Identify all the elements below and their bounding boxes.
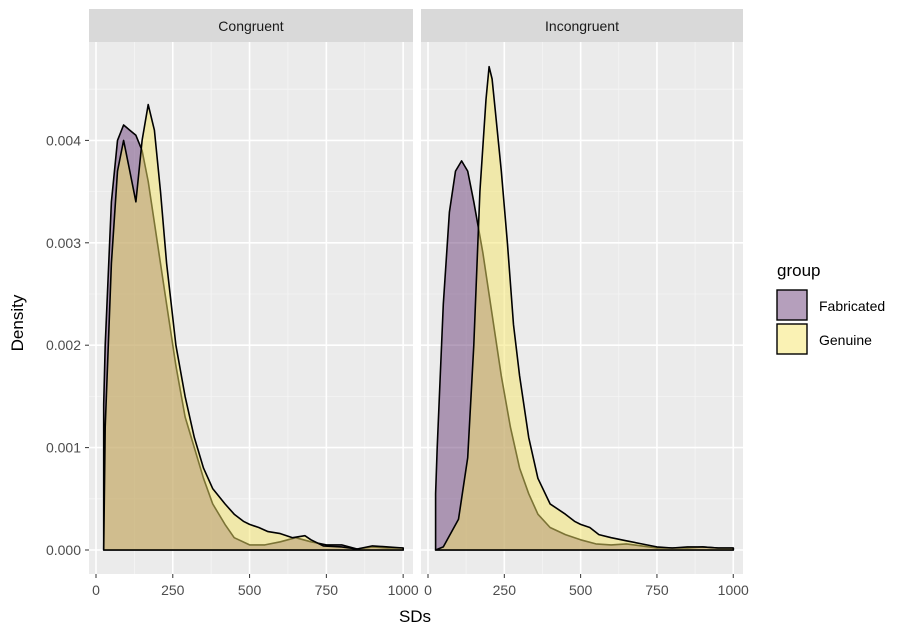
x-tick-label: 750 — [645, 582, 669, 598]
x-axis-title: SDs — [399, 607, 431, 626]
legend-key-fabricated — [776, 289, 808, 321]
legend-key-genuine — [776, 323, 808, 355]
strip-incongruent — [421, 9, 743, 42]
facet-panels: Congruent Incongruent — [89, 9, 743, 574]
y-tick-label: 0.004 — [46, 132, 81, 148]
legend-label-fabricated: Fabricated — [819, 298, 885, 314]
y-tick-label: 0.001 — [46, 440, 81, 456]
x-tick-label: 1000 — [718, 582, 749, 598]
x-tick-label: 1000 — [388, 582, 419, 598]
panel-incongruent: Incongruent — [421, 9, 743, 574]
x-tick-label: 750 — [315, 582, 339, 598]
x-tick-label: 500 — [238, 582, 262, 598]
legend-label-genuine: Genuine — [819, 332, 872, 348]
x-tick-label: 0 — [92, 582, 100, 598]
x-tick-label: 250 — [493, 582, 517, 598]
density-area-genuine-incongruent — [434, 65, 735, 551]
density-area-genuine-congruent — [102, 103, 404, 551]
strip-label-congruent: Congruent — [218, 18, 283, 34]
y-tick-label: 0.002 — [46, 337, 81, 353]
x-axes: 0 250 500 750 1000 0 250 500 750 1000 — [92, 574, 749, 598]
legend-title: group — [777, 261, 820, 280]
y-axis: 0.000 0.001 0.002 0.003 0.004 — [46, 132, 89, 558]
strip-label-incongruent: Incongruent — [545, 18, 619, 34]
strip-congruent — [89, 9, 413, 42]
panel-congruent: Congruent — [89, 9, 413, 574]
y-axis-title: Density — [8, 294, 27, 351]
x-tick-label: 500 — [569, 582, 593, 598]
y-tick-label: 0.000 — [46, 542, 81, 558]
x-tick-label: 250 — [161, 582, 185, 598]
legend: group Fabricated Genuine — [776, 261, 885, 355]
y-tick-label: 0.003 — [46, 235, 81, 251]
x-tick-label: 0 — [424, 582, 432, 598]
